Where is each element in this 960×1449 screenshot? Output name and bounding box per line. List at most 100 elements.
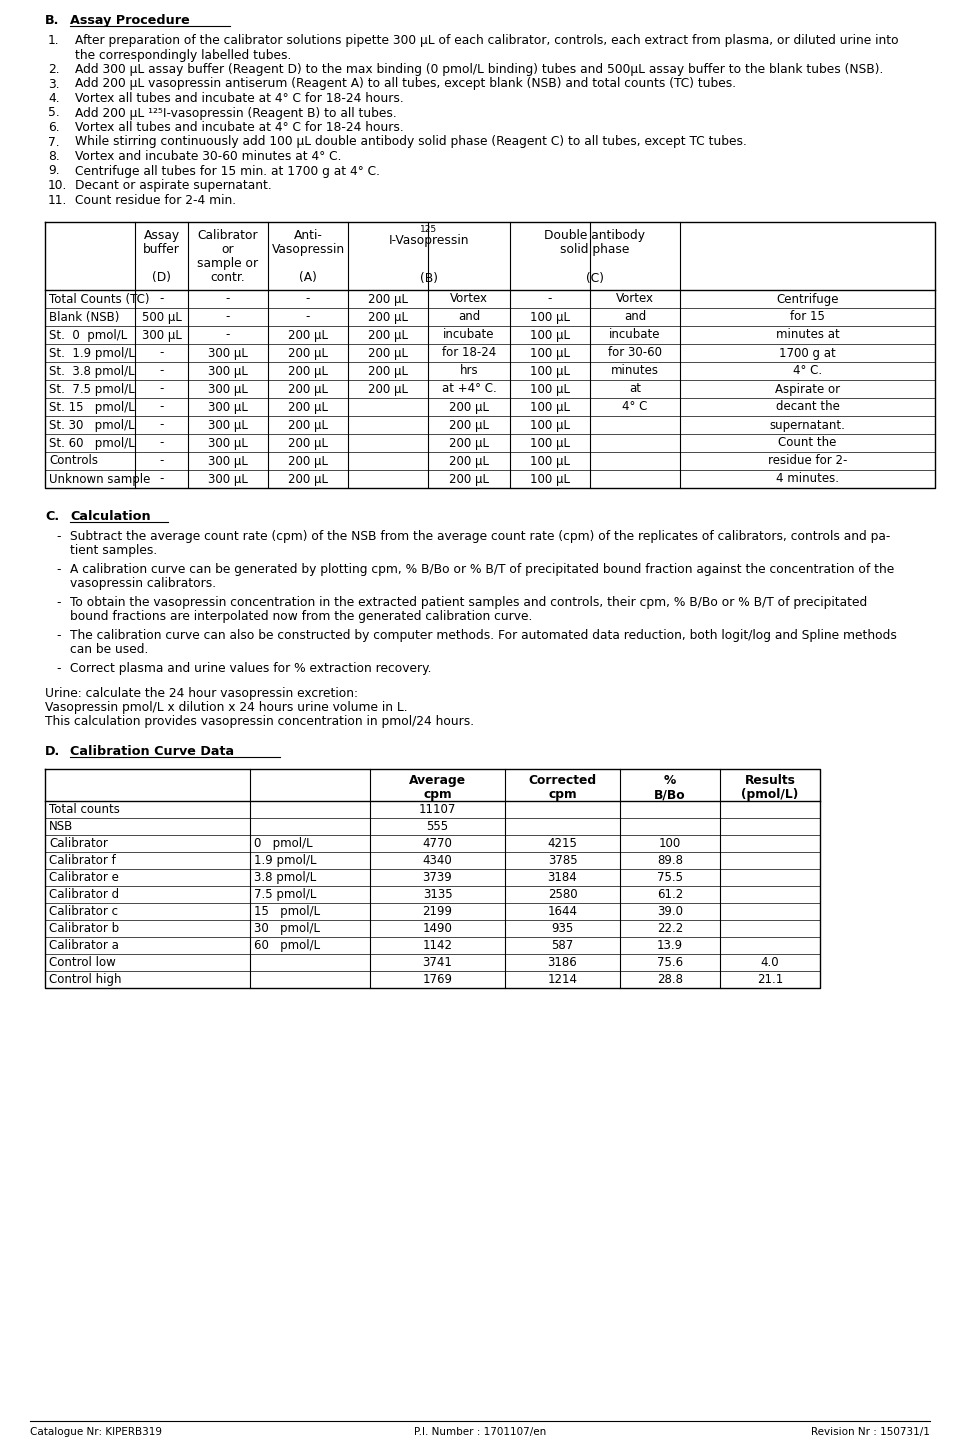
Text: 75.6: 75.6 <box>657 956 684 969</box>
Text: (C): (C) <box>586 272 604 285</box>
Text: 30   pmol/L: 30 pmol/L <box>254 922 320 935</box>
Text: tient samples.: tient samples. <box>70 543 157 556</box>
Text: Centrifuge all tubes for 15 min. at 1700 g at 4° C.: Centrifuge all tubes for 15 min. at 1700… <box>75 165 380 177</box>
Text: 200 μL: 200 μL <box>449 472 489 485</box>
Text: Subtract the average count rate (cpm) of the NSB from the average count rate (cp: Subtract the average count rate (cpm) of… <box>70 530 890 543</box>
Text: cpm: cpm <box>548 788 577 801</box>
Text: 89.8: 89.8 <box>657 853 683 867</box>
Text: for 15: for 15 <box>790 310 825 323</box>
Text: vasopressin calibrators.: vasopressin calibrators. <box>70 577 216 590</box>
Text: Calibrator: Calibrator <box>198 229 258 242</box>
Text: 200 μL: 200 μL <box>449 419 489 432</box>
Text: 200 μL: 200 μL <box>449 400 489 413</box>
Text: Results: Results <box>745 774 796 787</box>
Text: -: - <box>56 530 60 543</box>
Text: This calculation provides vasopressin concentration in pmol/24 hours.: This calculation provides vasopressin co… <box>45 714 474 727</box>
Text: Calibrator f: Calibrator f <box>49 853 116 867</box>
Text: Count residue for 2-4 min.: Count residue for 2-4 min. <box>75 194 236 207</box>
Text: -: - <box>159 365 164 378</box>
Text: -: - <box>306 293 310 306</box>
Text: incubate: incubate <box>444 329 494 342</box>
Text: Calculation: Calculation <box>70 510 151 523</box>
Text: bound fractions are interpolated now from the generated calibration curve.: bound fractions are interpolated now fro… <box>70 610 533 623</box>
Text: 11107: 11107 <box>419 803 456 816</box>
Text: decant the: decant the <box>776 400 839 413</box>
Text: 300 μL: 300 μL <box>208 455 248 468</box>
Text: 100: 100 <box>659 838 682 851</box>
Text: Vortex: Vortex <box>616 293 654 306</box>
Text: 1.9 pmol/L: 1.9 pmol/L <box>254 853 317 867</box>
Text: (D): (D) <box>152 271 171 284</box>
Text: St.  7.5 pmol/L: St. 7.5 pmol/L <box>49 383 134 396</box>
Text: and: and <box>624 310 646 323</box>
Text: 3739: 3739 <box>422 871 452 884</box>
Text: Blank (NSB): Blank (NSB) <box>49 310 119 323</box>
Text: and: and <box>458 310 480 323</box>
Text: 3785: 3785 <box>548 853 577 867</box>
Text: Control low: Control low <box>49 956 116 969</box>
Text: 200 μL: 200 μL <box>288 436 328 449</box>
Text: 11.: 11. <box>48 194 67 207</box>
Text: St.  0  pmol/L: St. 0 pmol/L <box>49 329 128 342</box>
Text: 100 μL: 100 μL <box>530 472 570 485</box>
Text: 200 μL: 200 μL <box>368 365 408 378</box>
Text: Vortex all tubes and incubate at 4° C for 18-24 hours.: Vortex all tubes and incubate at 4° C fo… <box>75 91 404 104</box>
Text: 100 μL: 100 μL <box>530 383 570 396</box>
Text: hrs: hrs <box>460 365 478 378</box>
Text: P.I. Number : 1701107/en: P.I. Number : 1701107/en <box>414 1427 546 1437</box>
Text: 200 μL: 200 μL <box>288 419 328 432</box>
Text: Anti-: Anti- <box>294 229 323 242</box>
Text: To obtain the vasopressin concentration in the extracted patient samples and con: To obtain the vasopressin concentration … <box>70 596 867 609</box>
Text: 200 μL: 200 μL <box>288 365 328 378</box>
Text: 300 μL: 300 μL <box>208 472 248 485</box>
Text: 100 μL: 100 μL <box>530 455 570 468</box>
Text: 1700 g at: 1700 g at <box>780 346 836 359</box>
Text: 100 μL: 100 μL <box>530 365 570 378</box>
Text: cpm: cpm <box>423 788 452 801</box>
Text: Calibrator e: Calibrator e <box>49 871 119 884</box>
Text: minutes at: minutes at <box>776 329 839 342</box>
Text: 300 μL: 300 μL <box>208 436 248 449</box>
Text: residue for 2-: residue for 2- <box>768 455 847 468</box>
Text: 200 μL: 200 μL <box>288 400 328 413</box>
Text: Assay: Assay <box>143 229 180 242</box>
Text: 3135: 3135 <box>422 888 452 901</box>
Text: 100 μL: 100 μL <box>530 436 570 449</box>
Text: 500 μL: 500 μL <box>141 310 181 323</box>
Text: St. 15   pmol/L: St. 15 pmol/L <box>49 400 134 413</box>
Text: -: - <box>159 436 164 449</box>
Text: 125: 125 <box>420 225 438 233</box>
Text: Add 300 μL assay buffer (Reagent D) to the max binding (0 pmol/L binding) tubes : Add 300 μL assay buffer (Reagent D) to t… <box>75 62 883 75</box>
Text: 300 μL: 300 μL <box>141 329 181 342</box>
Text: 7.5 pmol/L: 7.5 pmol/L <box>254 888 317 901</box>
Text: Count the: Count the <box>779 436 837 449</box>
Text: -: - <box>226 310 230 323</box>
Text: sample or: sample or <box>198 256 258 270</box>
Text: B/Bo: B/Bo <box>654 788 685 801</box>
Text: 200 μL: 200 μL <box>288 383 328 396</box>
Text: -: - <box>159 293 164 306</box>
Text: 4340: 4340 <box>422 853 452 867</box>
Text: Vortex all tubes and incubate at 4° C for 18-24 hours.: Vortex all tubes and incubate at 4° C fo… <box>75 122 404 133</box>
Text: 9.: 9. <box>48 165 60 177</box>
Text: Urine: calculate the 24 hour vasopressin excretion:: Urine: calculate the 24 hour vasopressin… <box>45 687 358 700</box>
Text: 200 μL: 200 μL <box>368 310 408 323</box>
Text: Catalogue Nr: KIPERB319: Catalogue Nr: KIPERB319 <box>30 1427 162 1437</box>
Text: A calibration curve can be generated by plotting cpm, % B/Bo or % B/T of precipi: A calibration curve can be generated by … <box>70 564 895 577</box>
Text: (B): (B) <box>420 272 438 285</box>
Text: 100 μL: 100 μL <box>530 346 570 359</box>
Text: -: - <box>56 596 60 609</box>
Text: minutes: minutes <box>611 365 659 378</box>
Text: Unknown sample: Unknown sample <box>49 472 151 485</box>
Text: 0   pmol/L: 0 pmol/L <box>254 838 313 851</box>
Text: Control high: Control high <box>49 972 122 985</box>
Text: Vortex: Vortex <box>450 293 488 306</box>
Text: Calibration Curve Data: Calibration Curve Data <box>70 745 234 758</box>
Text: 28.8: 28.8 <box>657 972 683 985</box>
Text: Corrected: Corrected <box>528 774 596 787</box>
Text: St. 60   pmol/L: St. 60 pmol/L <box>49 436 134 449</box>
Text: 300 μL: 300 μL <box>208 346 248 359</box>
Text: -: - <box>159 419 164 432</box>
Text: 10.: 10. <box>48 180 67 193</box>
Text: incubate: incubate <box>610 329 660 342</box>
